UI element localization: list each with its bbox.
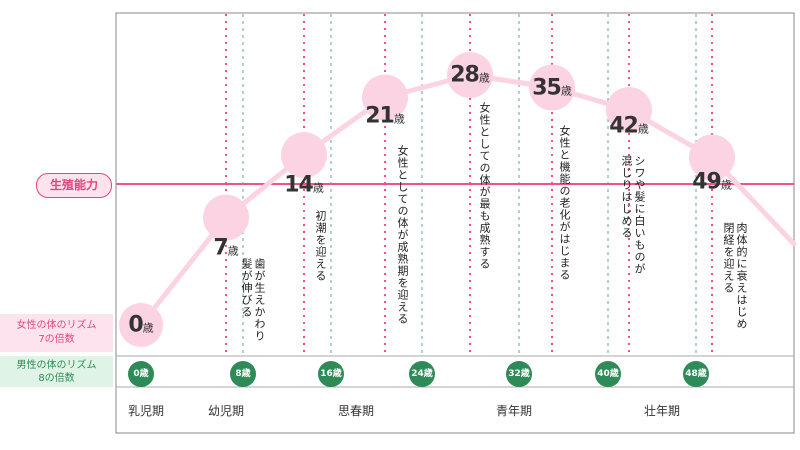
male-age-label: 24歳 [411,369,433,379]
female-age-label: 35歳 [532,75,572,101]
female-age-circle [689,134,735,181]
stage-label: 壮年期 [643,404,681,418]
female-age-label: 14歳 [284,172,324,198]
note-age-7: 歯が生えかわり 髪が伸びる [240,258,266,342]
fertility-label: 生殖能力 [36,173,112,198]
female-age-circle [281,132,327,178]
female-age-label: 7歳 [213,235,239,261]
male-rhythm-title: 男性の体のリズム [16,359,97,371]
female-age-circle [203,194,249,241]
diagram-frame [115,12,795,434]
female-rhythm-label: 女性の体のリズム 7の倍数 [0,314,113,352]
female-age-circle [529,64,575,111]
male-age-circle [506,361,532,387]
stage-label: 幼児期 [207,404,245,418]
female-age-circle [119,303,163,347]
male-rhythm-sub: 8の倍数 [38,372,75,384]
male-age-label: 48歳 [685,369,707,379]
stage-label: 思春期 [337,404,375,418]
male-age-circle [318,361,344,387]
note-age-14: 初潮を迎える [314,210,327,282]
note-age-49: 肉体的に衰えはじめ 閉経を迎える [722,222,748,330]
female-rhythm-sub: 7の倍数 [38,334,75,345]
note-age-42: シワや髪に白いものが 混じりはじめる [620,155,646,275]
male-age-label: 0歳 [133,369,149,379]
male-age-circle [595,361,621,387]
stage-label: 青年期 [495,404,533,418]
female-age-circle [447,52,493,98]
male-age-circle [683,361,709,387]
male-age-label: 32歳 [508,369,530,379]
female-age-label: 21歳 [365,103,405,129]
female-age-label: 42歳 [609,113,649,139]
male-age-label: 16歳 [320,369,342,379]
female-age-circle [362,74,408,121]
male-rhythm-label: 男性の体のリズム 8の倍数 [0,356,113,387]
male-age-circle [409,361,435,387]
male-age-circle [128,361,154,387]
female-age-circles [119,52,735,347]
male-age-label: 40歳 [597,369,619,379]
female-age-label: 0歳 [128,312,154,338]
female-age-label: 28歳 [450,62,490,88]
stage-label: 乳児期 [127,404,165,418]
female-age-circle [606,87,652,133]
male-age-label: 8歳 [235,369,251,379]
female-age-label: 49歳 [692,169,732,195]
male-age-circles [128,361,709,387]
note-age-28: 女性としての体が最も成熟する [478,102,491,270]
note-age-35: 女性と機能の老化がはじまる [558,125,571,281]
male-age-circle [230,361,256,387]
note-age-21: 女性としての体が成熟期を迎える [396,145,409,325]
female-rhythm-title: 女性の体のリズム [16,320,97,331]
